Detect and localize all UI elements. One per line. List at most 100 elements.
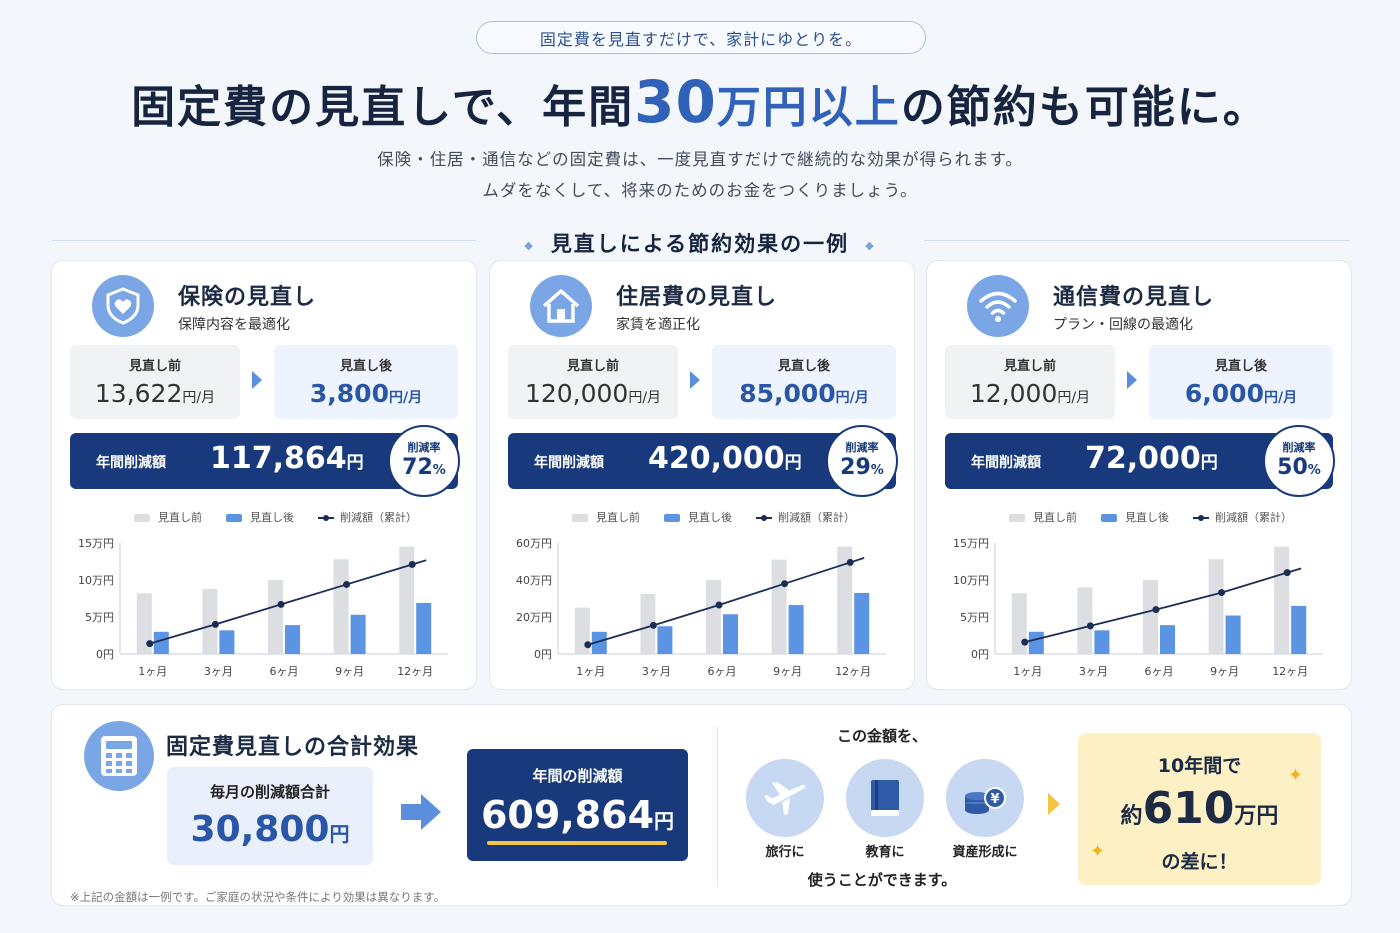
y-tick-label: 0円	[534, 648, 552, 661]
coins-yen-icon: ¥	[965, 787, 1006, 814]
y-tick-label: 10万円	[953, 574, 989, 587]
bar-after	[1225, 615, 1241, 654]
bar-after	[1028, 631, 1044, 654]
total-effect-title: 固定費見直しの合計効果	[166, 735, 420, 760]
legend-item-line: 削減額（累計）	[756, 509, 855, 525]
airplane-icon	[764, 782, 806, 815]
bar-before	[640, 593, 656, 654]
annual-savings-label: 年間削減額	[971, 455, 1041, 471]
bar-after	[723, 614, 738, 654]
after-value: 85,000円/月	[712, 379, 896, 408]
use-label-education: 教育に	[865, 845, 905, 860]
legend-item-line: 削減額（累計）	[318, 509, 417, 525]
before-box: 見直し前 120,000円/月	[508, 345, 678, 419]
line-point	[1283, 569, 1291, 577]
y-tick-label: 10万円	[78, 574, 114, 587]
sparkle-icon: ✦	[1090, 841, 1106, 862]
annual-savings-label: 年間削減額	[534, 455, 604, 471]
ten-year-unit: 万円	[1234, 804, 1279, 829]
monthly-total-number: 30,800	[190, 809, 330, 850]
section-rule-right	[924, 240, 1350, 241]
legend-item-after: 見直し後	[664, 509, 732, 525]
x-tick-label: 3ヶ月	[1079, 665, 1108, 678]
yen-unit: 円	[329, 822, 350, 846]
before-number: 12,000	[969, 379, 1058, 408]
chevron-right-icon	[1048, 793, 1060, 815]
chart-legend: 見直し前 見直し後 削減額（累計）	[572, 509, 855, 525]
card-title: 住居費の見直し	[616, 285, 778, 310]
bar-after	[1094, 630, 1110, 654]
card-title: 保険の見直し	[178, 285, 317, 310]
line-point	[408, 560, 416, 568]
line-point	[781, 580, 789, 588]
after-number: 85,000	[739, 379, 836, 408]
savings-chart: 0円 5万円 10万円 15万円 1ヶ月 3ヶ月 6ヶ月 9ヶ月 12ヶ月	[78, 537, 448, 678]
legend-item-before: 見直し前	[134, 509, 202, 525]
annual-savings-value: 72,000円	[1085, 441, 1218, 476]
reduction-rate-badge: 削減率 29%	[826, 425, 898, 497]
calculator-icon	[84, 721, 154, 791]
annual-total-value: 609,864円	[467, 793, 688, 837]
bar-after	[153, 631, 169, 654]
card-subtitle: 保障内容を最適化	[178, 317, 290, 333]
line-point	[715, 601, 723, 609]
line-point	[584, 641, 592, 649]
x-tick-label: 6ヶ月	[1145, 665, 1174, 678]
before-label: 見直し前	[128, 359, 181, 374]
diamond-icon: ◆	[865, 238, 876, 252]
use-item-education: 教育に	[844, 759, 926, 860]
per-month-unit: 円/月	[182, 390, 216, 406]
house-icon	[530, 275, 592, 337]
per-month-unit: 円/月	[628, 390, 662, 406]
annual-savings-number: 420,000	[648, 441, 785, 476]
x-tick-label: 12ヶ月	[1272, 665, 1308, 678]
savings-card: 通信費の見直し プラン・回線の最適化 見直し前 12,000円/月 見直し後 6…	[926, 260, 1352, 690]
right-arrow-icon	[401, 794, 441, 830]
arrow-right-icon	[252, 371, 262, 389]
monthly-total-box: 毎月の削減額合計 30,800円	[167, 767, 373, 865]
bar-before	[706, 580, 721, 654]
x-tick-label: 1ヶ月	[576, 665, 605, 678]
legend-label: 削減額（累計）	[778, 511, 855, 524]
y-tick-label: 5万円	[960, 611, 989, 624]
reduction-rate-label: 削減率	[845, 441, 879, 454]
card-subtitle: プラン・回線の最適化	[1053, 317, 1193, 333]
bar-after	[350, 614, 366, 654]
headline-number: 30	[634, 68, 717, 136]
legend-label: 見直し後	[250, 511, 294, 524]
bar-after	[1291, 605, 1307, 654]
headline-unit: 万円以上	[716, 82, 901, 133]
chart-legend: 見直し前 見直し後 削減額（累計）	[134, 509, 417, 525]
reduction-rate-number: 50	[1277, 455, 1308, 480]
subtitle-line-2: ムダをなくして、将来のためのお金をつくりましょう。	[482, 181, 918, 200]
tagline-pill: 固定費を見直すだけで、家計にゆとりを。	[476, 21, 926, 54]
percent-unit: %	[1307, 463, 1321, 478]
book-icon	[871, 780, 899, 816]
bar-before	[399, 546, 415, 654]
use-item-investment: ¥ 資産形成に	[944, 759, 1026, 860]
legend-item-before: 見直し前	[572, 509, 640, 525]
use-item-travel: 旅行に	[744, 759, 826, 860]
y-tick-label: 15万円	[78, 537, 114, 550]
before-box: 見直し前 13,622円/月	[70, 345, 240, 419]
y-tick-label: 5万円	[85, 611, 114, 624]
bar-before	[1011, 593, 1027, 654]
panel-divider	[717, 727, 718, 887]
reduction-rate-badge: 削減率 72%	[388, 425, 460, 497]
total-effect-panel: 固定費見直しの合計効果 毎月の削減額合計 30,800円 年間の削減額 609,…	[51, 704, 1352, 906]
reduction-rate-label: 削減率	[407, 441, 441, 454]
y-tick-label: 20万円	[516, 611, 552, 624]
legend-label: 見直し後	[688, 511, 732, 524]
use-label-investment: 資産形成に	[952, 845, 1018, 860]
after-number: 6,000	[1184, 379, 1264, 408]
diamond-icon: ◆	[524, 238, 535, 252]
savings-card: 住居費の見直し 家賃を適正化 見直し前 120,000円/月 見直し後 85,0…	[489, 260, 915, 690]
bar-before	[1143, 580, 1158, 654]
after-label: 見直し後	[777, 359, 830, 374]
ten-year-box: ✦ ✦ 10年間で 約610万円 の差に！	[1078, 733, 1321, 885]
y-tick-label: 60万円	[516, 537, 552, 550]
reduction-rate-value: 29%	[828, 455, 896, 480]
arrow-right-icon	[690, 371, 700, 389]
before-value: 120,000円/月	[508, 379, 678, 408]
card-title: 通信費の見直し	[1053, 285, 1215, 310]
